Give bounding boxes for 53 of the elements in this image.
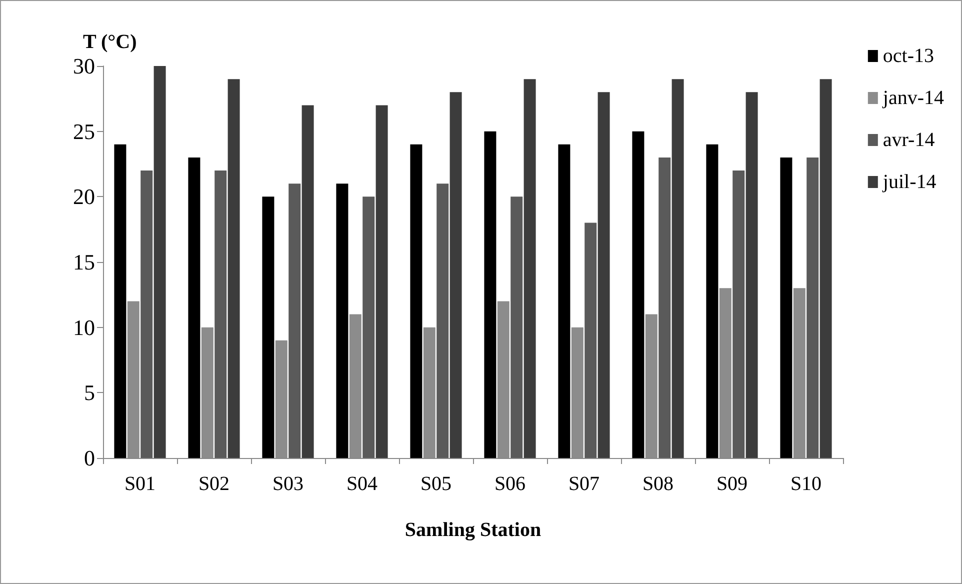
y-tick-label: 10	[73, 314, 95, 340]
y-tick-label: 25	[73, 118, 95, 144]
bar	[188, 157, 200, 458]
bar	[806, 157, 819, 458]
bar	[706, 144, 718, 458]
bar	[510, 196, 523, 458]
bar	[820, 79, 832, 458]
bar	[484, 131, 496, 458]
bar	[262, 196, 274, 458]
x-tick-label: S07	[568, 473, 600, 495]
bar	[410, 144, 422, 458]
bar	[746, 92, 758, 458]
bar	[672, 79, 684, 458]
bar	[598, 92, 610, 458]
bar	[214, 170, 227, 458]
x-tick-label: S02	[198, 473, 230, 495]
bar	[558, 144, 570, 458]
x-axis-title: Samling Station	[404, 519, 542, 541]
bar	[302, 105, 314, 458]
bar	[450, 92, 462, 458]
x-tick-label: S05	[420, 473, 452, 495]
y-tick-label: 30	[73, 54, 95, 78]
bar	[114, 144, 126, 458]
x-tick-label: S03	[272, 473, 304, 495]
y-tick-label: 20	[73, 184, 95, 210]
y-tick-label: 5	[84, 380, 95, 406]
legend-label: oct-13	[882, 45, 934, 67]
x-tick-label: S01	[124, 473, 156, 495]
bar	[524, 79, 536, 458]
x-tick-label: S09	[716, 473, 748, 495]
bar	[584, 222, 597, 458]
legend-label: juil-14	[882, 171, 936, 193]
bar	[732, 170, 745, 458]
bar	[154, 66, 166, 458]
bar	[336, 184, 348, 458]
bar	[632, 131, 644, 458]
bar	[228, 79, 240, 458]
legend-label: avr-14	[882, 129, 935, 151]
y-axis-title: T (°C)	[83, 31, 137, 53]
legend-label: janv-14	[882, 87, 944, 109]
bar	[376, 105, 388, 458]
bar	[140, 170, 153, 458]
bar	[288, 184, 301, 458]
y-tick-label: 15	[73, 250, 95, 274]
bar	[362, 196, 375, 458]
x-tick-label: S04	[346, 473, 378, 495]
y-tick-label: 0	[84, 446, 95, 470]
x-tick-label: S08	[642, 473, 674, 495]
x-tick-label: S06	[494, 473, 526, 495]
bar	[436, 184, 449, 458]
bar	[658, 157, 671, 458]
x-tick-label: S10	[790, 473, 822, 495]
bar	[780, 157, 792, 458]
